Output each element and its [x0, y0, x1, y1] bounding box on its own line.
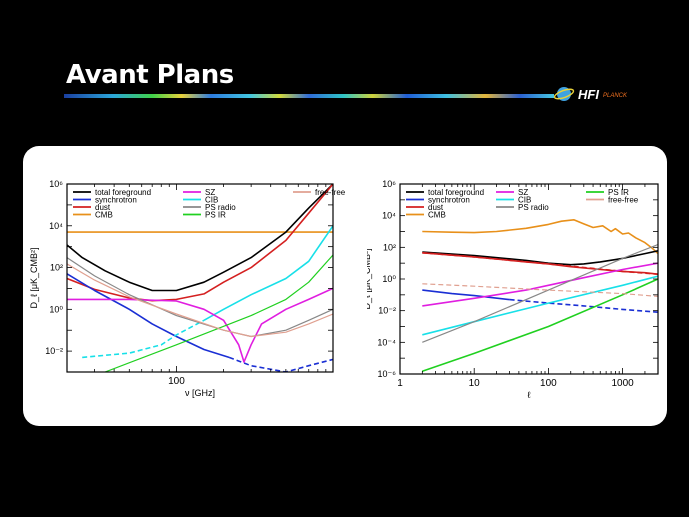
- chart-multipole-spectrum: 1 10 100 1000 10⁶ 10⁴ 10² 10⁰ 10⁻² 10⁻⁴ 10⁻⁶ ℓ D_ℓ […: [367, 179, 659, 400]
- series-line-3: [422, 252, 658, 275]
- planck-orbit-icon: [554, 88, 575, 100]
- series-line-8: [422, 243, 658, 343]
- legend-label: synchrotron: [95, 196, 137, 205]
- slide-title: Avant Plans: [66, 60, 234, 90]
- series-line-2: [67, 184, 333, 302]
- legend-label: dust: [428, 203, 444, 212]
- series-line-1: [67, 184, 333, 292]
- legend-label: PS radio: [518, 203, 549, 212]
- legend-label: CMB: [95, 211, 113, 220]
- plot-frame: [66, 183, 334, 373]
- y-tick-label: 10⁶: [382, 179, 396, 189]
- logo-text: HFI: [578, 87, 599, 102]
- legend-label: PS IR: [205, 211, 226, 220]
- chart-panel: 100 10⁶ 10⁴ 10² 10⁰ 10⁻² ν [GHz] D_ℓ [μK_CMB²] t…: [23, 146, 667, 426]
- series-line-6: [203, 225, 333, 321]
- y-axis-label: D_ℓ [μK_CMB²]: [29, 247, 39, 308]
- x-axis-label: ν [GHz]: [185, 388, 215, 398]
- legend-label: free-free: [315, 188, 346, 197]
- legend-label: synchrotron: [428, 196, 470, 205]
- legend-label: free-free: [608, 196, 639, 205]
- plot-area: [422, 219, 658, 372]
- hfi-planck-logo: HFI PLANCK: [554, 87, 628, 102]
- legend-label: total foreground: [428, 188, 484, 197]
- series-line-9: [422, 278, 658, 372]
- series-line-9: [104, 254, 333, 372]
- x-tick-label: 10: [469, 378, 481, 389]
- series-line-5: [82, 319, 205, 359]
- plot-area: [67, 184, 333, 372]
- y-tick-label: 10⁻²: [378, 306, 396, 316]
- series-line-3: [67, 273, 230, 359]
- y-tick-label: 10⁶: [49, 179, 63, 189]
- series-line-0: [422, 219, 658, 255]
- y-tick-label: 10⁻⁶: [378, 369, 397, 379]
- legend-label: SZ: [205, 188, 215, 197]
- y-tick-label: 10⁰: [49, 304, 63, 314]
- y-axis-label: D_ℓ [μK_CMB²]: [367, 248, 372, 309]
- planck-satellite-icon: [557, 87, 571, 101]
- series-line-7: [67, 287, 333, 363]
- series-line-4: [228, 356, 333, 372]
- y-tick-label: 10⁻²: [45, 346, 63, 356]
- series-line-1: [422, 250, 658, 266]
- x-tick-label: 100: [540, 378, 557, 389]
- series-line-5: [509, 298, 658, 313]
- series-line-7: [422, 275, 658, 336]
- legend-label: CMB: [428, 211, 446, 220]
- legend-label: PS radio: [205, 203, 236, 212]
- legend-label: SZ: [518, 188, 528, 197]
- y-tick-label: 10⁴: [49, 221, 63, 231]
- series-line-10: [67, 263, 333, 338]
- title-underline: [64, 94, 554, 98]
- y-tick-label: 10²: [383, 242, 396, 252]
- y-tick-label: 10⁻⁴: [377, 337, 396, 347]
- series-line-4: [422, 289, 510, 301]
- legend-label: CIB: [518, 196, 531, 205]
- legend-label: PS IR: [608, 188, 629, 197]
- x-tick-label: 1: [397, 378, 403, 389]
- y-tick-label: 10⁰: [382, 274, 396, 284]
- y-tick-label: 10⁴: [382, 211, 396, 221]
- legend-label: dust: [95, 203, 111, 212]
- y-tick-label: 10²: [50, 263, 63, 273]
- x-tick-label: 1000: [611, 378, 634, 389]
- x-tick-label: 100: [168, 376, 185, 387]
- legend-label: CIB: [205, 196, 218, 205]
- series-line-6: [422, 262, 658, 307]
- legend-label: total foreground: [95, 188, 151, 197]
- logo-subtext: PLANCK: [603, 93, 628, 99]
- chart-frequency-spectrum: 100 10⁶ 10⁴ 10² 10⁰ 10⁻² ν [GHz] D_ℓ [μK_CMB²] t…: [29, 179, 346, 398]
- series-line-10: [422, 283, 658, 297]
- x-axis-label: ℓ: [528, 390, 532, 400]
